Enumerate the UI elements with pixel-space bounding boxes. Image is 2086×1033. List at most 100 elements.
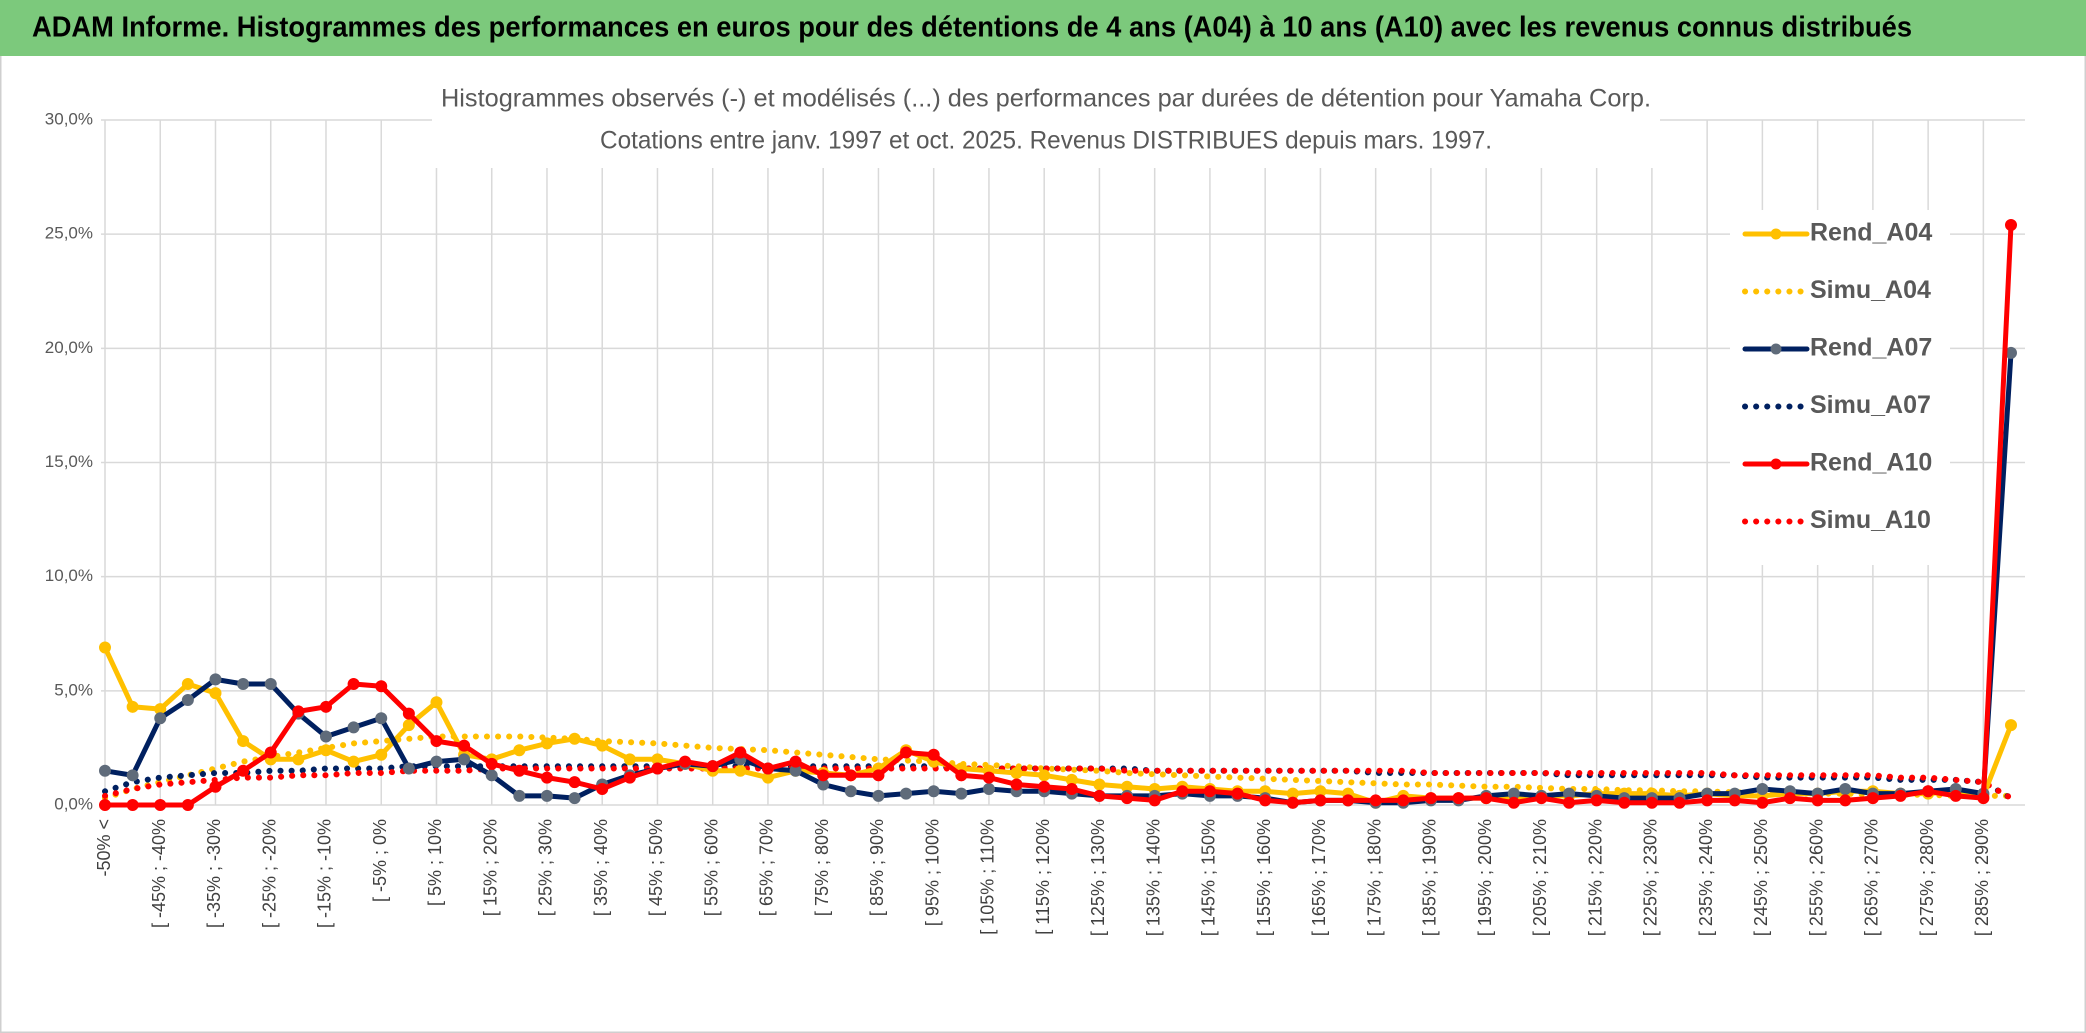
- marker: [99, 641, 111, 654]
- x-tick-label: [ 85% ; 90%: [867, 819, 887, 916]
- marker: [126, 700, 139, 713]
- marker: [181, 677, 194, 690]
- plot: 0,0% 5,0% 10,0% 15,0% 20,0% 25,0% 30,0% -50% < […: [45, 109, 2025, 936]
- marker: [623, 771, 636, 784]
- marker: [1590, 794, 1603, 807]
- x-tick-label: [ -25% ; -20%: [259, 819, 279, 928]
- legend-label: Rend_A10: [1810, 449, 1932, 477]
- marker: [402, 707, 415, 720]
- x-tick-label: [ 155% ; 160%: [1254, 819, 1274, 936]
- marker: [1314, 794, 1327, 807]
- header-bar: [0, 0, 2086, 56]
- x-tick-label: [ 75% ; 80%: [812, 819, 832, 916]
- marker: [430, 755, 443, 768]
- marker: [596, 739, 609, 752]
- marker: [734, 746, 747, 759]
- marker: [347, 755, 360, 768]
- x-tick-label: [ -45% ; -40%: [149, 819, 169, 928]
- x-tick-label: [ 265% ; 270%: [1862, 819, 1882, 936]
- marker: [292, 753, 305, 766]
- marker: [264, 677, 277, 690]
- legend-box: [1730, 210, 1950, 565]
- marker: [1231, 787, 1244, 800]
- marker: [154, 799, 167, 811]
- marker: [513, 744, 526, 757]
- marker: [458, 753, 471, 766]
- marker: [1342, 794, 1355, 807]
- marker: [1259, 794, 1272, 807]
- marker: [181, 693, 194, 706]
- marker: [430, 696, 443, 709]
- marker: [568, 776, 581, 789]
- marker: [485, 769, 498, 782]
- x-tick-label: [ 185% ; 190%: [1420, 819, 1440, 936]
- marker: [237, 677, 250, 690]
- x-tick-label: [ 135% ; 140%: [1143, 819, 1163, 936]
- marker: [209, 687, 222, 700]
- y-tick-label: 5,0%: [54, 680, 93, 699]
- x-tick-label: [ 115% ; 120%: [1033, 819, 1053, 935]
- marker: [1507, 796, 1520, 809]
- marker: [789, 755, 802, 768]
- marker: [982, 771, 995, 784]
- marker: [1369, 794, 1382, 807]
- marker: [237, 764, 250, 777]
- x-tick-label: [ 275% ; 280%: [1917, 819, 1937, 936]
- marker: [1535, 792, 1548, 805]
- marker: [1784, 792, 1797, 805]
- x-tick-label: [ 215% ; 220%: [1585, 819, 1605, 936]
- marker: [485, 757, 498, 770]
- y-tick-label: 25,0%: [45, 224, 93, 243]
- x-tick-label: [ 65% ; 70%: [757, 819, 777, 916]
- marker: [540, 789, 553, 802]
- y-tick-label: 0,0%: [54, 794, 93, 813]
- marker: [817, 769, 830, 782]
- marker: [264, 746, 277, 759]
- x-tick-label: [ 125% ; 130%: [1088, 819, 1108, 936]
- marker: [513, 764, 526, 777]
- x-tick-label: [ 145% ; 150%: [1199, 819, 1219, 936]
- marker: [1010, 767, 1023, 780]
- marker: [1093, 778, 1106, 791]
- x-tick-label: [ 175% ; 180%: [1364, 819, 1384, 936]
- chart-title: Histogrammes observés (-) et modélisés (…: [441, 85, 1651, 113]
- title-box: [432, 78, 1660, 168]
- marker: [568, 792, 581, 805]
- x-tick-label: -50% <: [94, 819, 114, 877]
- marker: [872, 769, 885, 782]
- marker: [181, 799, 194, 811]
- x-tick-label: [ 255% ; 260%: [1806, 819, 1826, 936]
- x-tick-label: [ 45% ; 50%: [646, 819, 666, 916]
- legend-label: Rend_A07: [1810, 334, 1932, 362]
- marker: [927, 748, 940, 761]
- marker: [623, 753, 636, 766]
- marker: [1038, 769, 1051, 782]
- marker: [375, 680, 388, 693]
- x-tick-label: [ 5% ; 10%: [425, 819, 445, 906]
- marker: [1922, 785, 1935, 798]
- marker: [1424, 792, 1437, 805]
- marker: [872, 789, 885, 802]
- marker: [2005, 219, 2017, 232]
- marker: [319, 700, 332, 713]
- marker: [347, 721, 360, 734]
- legend-marker: [1770, 343, 1782, 355]
- line: [102, 222, 2014, 808]
- legend-label: Simu_A07: [1810, 391, 1931, 419]
- marker: [402, 719, 415, 732]
- marker: [540, 771, 553, 784]
- marker: [1866, 792, 1879, 805]
- marker: [1563, 796, 1576, 809]
- marker: [1397, 794, 1410, 807]
- y-tick-label: 30,0%: [45, 109, 93, 128]
- dotted-line: [102, 733, 2014, 802]
- legend-marker: [1770, 228, 1782, 240]
- marker: [1093, 789, 1106, 802]
- x-tick-label: [ 245% ; 250%: [1751, 819, 1771, 936]
- legend-label: Simu_A04: [1810, 276, 1931, 304]
- marker: [1839, 783, 1852, 796]
- marker: [596, 783, 609, 796]
- marker: [568, 732, 581, 745]
- marker: [154, 712, 167, 725]
